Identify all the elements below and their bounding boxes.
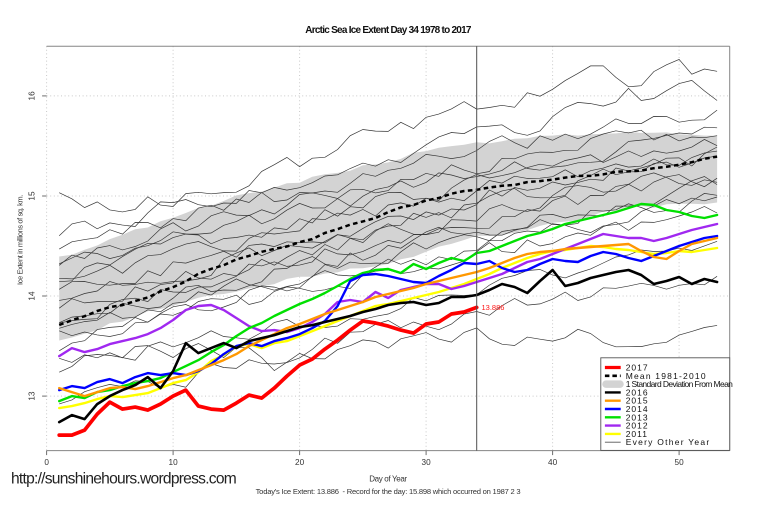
- svg-text:2011: 2011: [626, 429, 648, 439]
- svg-text:Ice Extent in millions of sq.: Ice Extent in millions of sq. km.: [16, 195, 25, 285]
- svg-text:Day of Year: Day of Year: [369, 475, 407, 484]
- svg-text:16: 16: [28, 91, 37, 101]
- svg-text:14: 14: [28, 291, 37, 301]
- svg-text:Every Other Year: Every Other Year: [626, 437, 711, 447]
- svg-text:Mean 1981-2010: Mean 1981-2010: [626, 371, 707, 381]
- svg-text:10: 10: [169, 458, 179, 467]
- svg-text:30: 30: [422, 458, 432, 467]
- svg-text:1 Standard Deviation From Mean: 1 Standard Deviation From Mean: [626, 379, 733, 389]
- svg-text:15: 15: [28, 191, 37, 201]
- svg-text:Today's Ice Extent: 13.886 -: Today's Ice Extent: 13.886 - Record for …: [256, 487, 521, 496]
- svg-text:50: 50: [675, 458, 685, 467]
- svg-text:13.886: 13.886: [482, 303, 505, 312]
- svg-text:2015: 2015: [626, 396, 649, 406]
- svg-text:2012: 2012: [626, 421, 649, 431]
- svg-text:http://sunshinehours.wordpress: http://sunshinehours.wordpress.com: [11, 471, 236, 488]
- svg-text:2014: 2014: [626, 404, 649, 414]
- svg-text:0: 0: [44, 458, 49, 467]
- svg-text:13: 13: [28, 391, 37, 401]
- svg-text:40: 40: [548, 458, 558, 467]
- svg-text:Arctic Sea Ice Extent Day 34 1: Arctic Sea Ice Extent Day 34 1978 to 201…: [305, 25, 472, 36]
- svg-text:2013: 2013: [626, 412, 649, 422]
- svg-text:2016: 2016: [626, 387, 649, 397]
- svg-text:2017: 2017: [626, 363, 649, 373]
- svg-text:20: 20: [295, 458, 305, 467]
